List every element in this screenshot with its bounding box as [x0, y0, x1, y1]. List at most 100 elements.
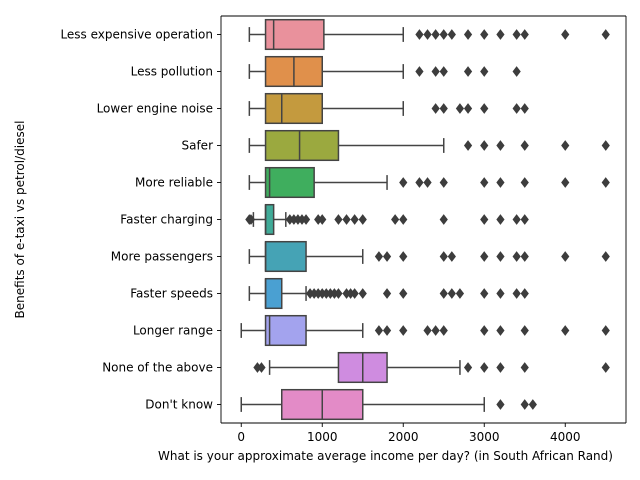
box-group [248, 166, 610, 199]
x-tick-label: 0 [237, 430, 245, 444]
outlier-point [439, 29, 448, 40]
outlier-point [439, 214, 448, 225]
outlier-point [382, 288, 392, 299]
outlier-point [447, 29, 456, 40]
y-tick-label: Less expensive operation [60, 28, 213, 42]
outlier-point [496, 288, 505, 299]
outlier-point [601, 325, 610, 336]
outlier-point [496, 140, 505, 151]
x-tick-label: 2000 [388, 430, 419, 444]
box-group [248, 92, 529, 125]
outlier-point [561, 177, 570, 188]
outlier-point [561, 29, 570, 40]
outlier-point [512, 103, 521, 114]
outlier-point [601, 251, 610, 262]
outlier-point [520, 177, 529, 188]
outlier-point [480, 29, 489, 40]
outlier-point [520, 214, 529, 225]
box [264, 203, 275, 236]
outlier-point [496, 399, 505, 410]
outlier-point [342, 214, 351, 225]
outlier-point [350, 214, 359, 225]
outlier-point [463, 29, 473, 40]
outlier-point [439, 251, 448, 262]
plot-area [240, 18, 610, 421]
outlier-point [480, 288, 489, 299]
outlier-point [480, 66, 489, 77]
y-axis-title: Benefits of e-taxi vs petrol/diesel [13, 121, 27, 319]
outlier-point [439, 103, 448, 114]
outlier-point [439, 177, 448, 188]
outlier-point [520, 325, 529, 336]
outlier-point [561, 325, 570, 336]
outlier-point [496, 177, 505, 188]
outlier-point [382, 251, 392, 262]
outlier-point [512, 214, 521, 225]
outlier-point [463, 66, 473, 77]
box-group [248, 240, 610, 273]
outlier-point [318, 214, 327, 225]
outlier-point [601, 29, 610, 40]
outlier-point [431, 29, 440, 40]
y-tick-label: Longer range [133, 324, 213, 338]
box-group [240, 388, 537, 421]
axes: 0 1000 2000 3000 4000 Less expensive operatio… [60, 15, 627, 444]
box [264, 18, 325, 51]
outlier-point [382, 325, 392, 336]
box-group [245, 203, 529, 236]
outlier-point [512, 288, 521, 299]
outlier-point [480, 140, 489, 151]
box [264, 240, 307, 273]
outlier-point [374, 325, 384, 336]
outlier-point [520, 399, 529, 410]
box-group [253, 351, 610, 384]
outlier-point [399, 251, 408, 262]
outlier-point [439, 288, 448, 299]
outlier-point [520, 362, 529, 373]
box-group [248, 277, 529, 310]
outlier-point [528, 399, 537, 410]
outlier-point [431, 103, 440, 114]
outlier-point [439, 66, 448, 77]
box [264, 277, 283, 310]
x-tick-label: 1000 [307, 430, 338, 444]
outlier-point [512, 29, 521, 40]
box [264, 92, 323, 125]
outlier-point [415, 29, 424, 40]
outlier-point [423, 29, 432, 40]
outlier-point [480, 177, 489, 188]
y-tick-label: Less pollution [131, 65, 213, 79]
outlier-point [601, 140, 610, 151]
outlier-point [374, 251, 384, 262]
outlier-point [399, 288, 408, 299]
x-tick-label: 4000 [550, 430, 581, 444]
outlier-point [463, 103, 473, 114]
outlier-point [358, 288, 367, 299]
outlier-point [520, 103, 529, 114]
outlier-point [399, 177, 408, 188]
outlier-point [480, 362, 489, 373]
outlier-point [463, 362, 473, 373]
outlier-point [301, 214, 311, 225]
outlier-point [415, 66, 424, 77]
outlier-point [350, 288, 359, 299]
outlier-point [334, 288, 343, 299]
outlier-point [391, 214, 400, 225]
box [264, 129, 340, 162]
outlier-point [439, 325, 448, 336]
outlier-point [431, 325, 440, 336]
y-tick-label: More reliable [135, 176, 213, 190]
outlier-point [447, 288, 456, 299]
outlier-point [512, 66, 521, 77]
box-group [248, 55, 521, 88]
outlier-point [358, 214, 367, 225]
outlier-point [520, 251, 529, 262]
outlier-point [520, 288, 529, 299]
y-tick-label: Lower engine noise [97, 102, 213, 116]
y-tick-label: None of the above [102, 361, 213, 375]
outlier-point [480, 325, 489, 336]
x-axis-title: What is your approximate average income … [158, 449, 613, 463]
box [264, 314, 307, 347]
outlier-point [480, 251, 489, 262]
